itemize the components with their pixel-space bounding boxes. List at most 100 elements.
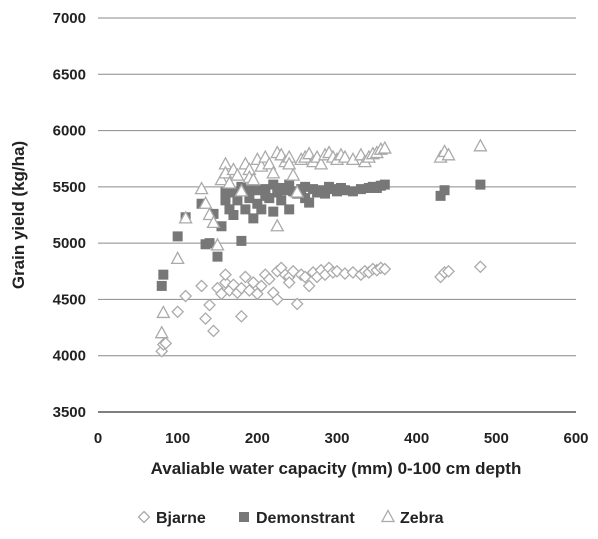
y-tick-label: 5000 <box>53 235 86 252</box>
zebra-point <box>441 147 456 161</box>
demonstrant-point <box>236 235 247 246</box>
zebra-point <box>286 167 301 181</box>
demonstrant-point <box>244 185 255 196</box>
demonstrant-point <box>276 195 287 206</box>
zebra-point <box>198 195 213 209</box>
demonstrant-point <box>439 185 450 196</box>
legend-marker-zebra <box>380 509 396 523</box>
zebra-point <box>154 325 169 339</box>
y-tick-label: 6500 <box>53 66 86 83</box>
demonstrant-point <box>216 221 227 232</box>
demonstrant-point <box>204 238 215 249</box>
bjarne-point <box>195 279 208 293</box>
demonstrant-point <box>347 186 358 197</box>
bjarne-point <box>219 268 232 282</box>
x-tick-label: 0 <box>94 430 102 447</box>
x-tick-label: 400 <box>404 430 429 447</box>
zebra-point <box>270 218 285 232</box>
demonstrant-point <box>244 193 255 204</box>
zebra-point <box>222 175 237 189</box>
zebra-point <box>313 156 329 170</box>
demonstrant-point <box>252 185 263 196</box>
data-points <box>154 138 488 358</box>
zebra-point <box>206 215 221 229</box>
demonstrant-point <box>220 187 231 198</box>
bjarne-point <box>234 309 248 323</box>
y-tick-label: 3500 <box>53 404 86 421</box>
legend-marker-demonstrant <box>239 512 249 522</box>
zebra-point <box>266 165 281 179</box>
demonstrant-point <box>284 179 295 190</box>
zebra-point <box>377 140 392 154</box>
y-axis-title: Grain yield (kg/ha) <box>9 141 28 289</box>
zebra-point <box>170 251 185 265</box>
y-tick-label: 7000 <box>53 10 86 27</box>
zebra-point <box>234 183 249 197</box>
x-axis-ticks: 0 100 200 300 400 500 600 <box>94 430 589 447</box>
bjarne-point <box>378 262 392 276</box>
demonstrant-point <box>304 197 315 208</box>
zebra-point <box>202 207 217 221</box>
demonstrant-point <box>355 184 366 195</box>
legend-marker-bjarne <box>137 510 151 524</box>
zebra-point <box>282 156 297 170</box>
demonstrant-point <box>300 181 311 192</box>
zebra-point <box>156 305 171 319</box>
zebra-point <box>337 149 353 163</box>
zebra-point <box>473 138 488 152</box>
bjarne-point <box>302 279 316 293</box>
bjarne-point <box>290 297 304 311</box>
demonstrant-point <box>240 204 251 215</box>
demonstrant-point <box>158 269 169 280</box>
zebra-point <box>178 210 193 224</box>
x-tick-label: 200 <box>245 430 270 447</box>
demonstrant-point <box>435 190 446 201</box>
x-tick-label: 300 <box>324 430 349 447</box>
bjarne-point <box>262 272 276 286</box>
demonstrant-point <box>252 198 263 209</box>
demonstrant-point <box>260 184 271 195</box>
demonstrant-point <box>228 187 239 198</box>
gridlines <box>98 17 576 413</box>
demonstrant-point <box>208 208 219 219</box>
demonstrant-point <box>256 204 267 215</box>
demonstrant-point <box>280 185 291 196</box>
bjarne-point <box>282 276 296 289</box>
x-tick-label: 500 <box>484 430 509 447</box>
demonstrant-point <box>224 204 235 215</box>
bjarne-point <box>179 289 193 303</box>
zebra-point <box>194 181 209 195</box>
bjarne-point <box>171 305 185 319</box>
y-axis-ticks: 3500 4000 4500 5000 5500 6000 6500 7000 <box>53 10 86 421</box>
bjarne-point <box>238 270 252 284</box>
zebra-point <box>262 156 277 170</box>
zebra-point <box>230 167 245 181</box>
demonstrant-point <box>248 213 259 224</box>
demonstrant-point <box>220 195 231 206</box>
x-axis-title: Avaliable water capacity (mm) 0-100 cm d… <box>151 459 522 478</box>
bjarne-point <box>442 264 455 278</box>
demonstrant-point <box>264 193 275 204</box>
bjarne-point <box>270 293 284 306</box>
demonstrant-point <box>228 210 239 220</box>
bjarne-point <box>159 336 173 350</box>
demonstrant-point <box>339 185 350 196</box>
zebra-point <box>246 172 261 186</box>
bjarne-point <box>207 324 220 338</box>
series-zebra <box>154 138 488 339</box>
y-tick-label: 6000 <box>53 123 86 140</box>
x-tick-label: 100 <box>165 430 190 447</box>
series-bjarne <box>155 260 487 358</box>
legend-label-zebra: Zebra <box>400 510 444 527</box>
demonstrant-point <box>212 251 223 262</box>
zebra-point <box>302 146 317 160</box>
legend: Bjarne Demonstrant Zebra <box>137 509 444 527</box>
y-tick-label: 5500 <box>53 179 86 196</box>
bjarne-point <box>298 270 312 284</box>
demonstrant-point <box>268 206 279 217</box>
zebra-point <box>210 237 225 251</box>
demonstrant-point <box>379 179 390 190</box>
zebra-point <box>214 172 229 186</box>
demonstrant-point <box>268 179 279 190</box>
